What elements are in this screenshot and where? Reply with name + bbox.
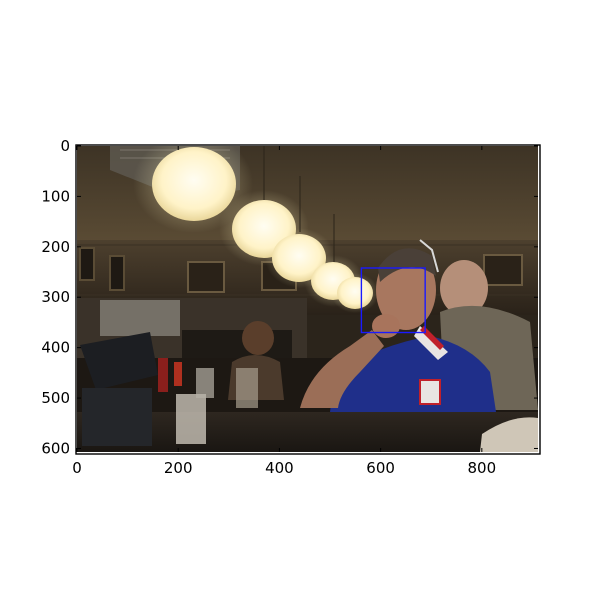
- x-tick-label: 600: [366, 459, 395, 477]
- y-tick-label: 400: [41, 339, 70, 357]
- x-tick-labels: 0 200 400 600 800: [72, 459, 496, 477]
- y-tick-labels: 0 100 200 300 400 500 600: [41, 137, 70, 457]
- y-tick-label: 0: [60, 137, 70, 155]
- photo: [77, 146, 538, 452]
- bounding-box: [360, 267, 426, 334]
- tick-marks: [76, 145, 538, 452]
- y-tick-label: 500: [41, 389, 70, 407]
- x-tick-label: 800: [468, 459, 497, 477]
- axes-frame: [75, 144, 541, 455]
- y-tick-label: 100: [41, 187, 70, 205]
- y-tick-label: 600: [41, 439, 70, 457]
- y-tick-label: 200: [41, 238, 70, 256]
- x-tick-label: 0: [72, 459, 82, 477]
- y-tick-label: 300: [41, 288, 70, 306]
- x-tick-label: 400: [265, 459, 294, 477]
- x-tick-label: 200: [164, 459, 193, 477]
